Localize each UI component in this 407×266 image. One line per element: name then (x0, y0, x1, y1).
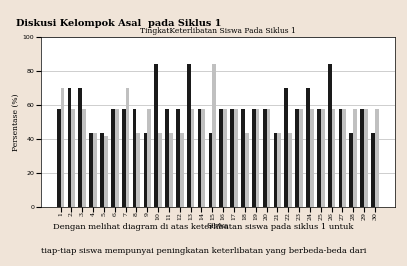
Bar (245, 132, 249, 207)
Bar (299, 109, 303, 207)
Bar (61, 88, 64, 207)
Bar (360, 109, 364, 207)
Bar (306, 88, 310, 207)
Bar (342, 109, 346, 207)
Bar (353, 109, 357, 207)
Bar (332, 109, 335, 207)
Bar (321, 109, 324, 207)
Bar (284, 88, 288, 207)
Bar (234, 109, 238, 207)
Bar (295, 109, 299, 207)
Bar (180, 132, 184, 207)
Bar (371, 132, 375, 207)
Bar (93, 132, 97, 207)
Bar (364, 109, 368, 207)
Bar (267, 109, 270, 207)
Bar (208, 132, 212, 207)
Text: Dengan melihat diagram di atas keterlibatan siswa pada siklus 1 untuk: Dengan melihat diagram di atas keterliba… (53, 223, 354, 231)
Y-axis label: Persentase (%): Persentase (%) (12, 94, 20, 151)
Bar (252, 109, 256, 207)
Bar (212, 64, 216, 207)
Bar (256, 109, 260, 207)
Bar (169, 132, 173, 207)
Bar (201, 109, 205, 207)
Bar (328, 64, 332, 207)
Bar (133, 109, 136, 207)
Bar (158, 132, 162, 207)
Bar (241, 109, 245, 207)
Bar (126, 88, 129, 207)
Bar (288, 132, 292, 207)
Bar (219, 109, 223, 207)
Bar (310, 109, 314, 207)
Bar (82, 109, 86, 207)
Bar (144, 132, 147, 207)
Bar (223, 109, 227, 207)
Bar (57, 109, 61, 207)
Title: TingkatKeterlibatan Siswa Pada Siklus 1: TingkatKeterlibatan Siswa Pada Siklus 1 (140, 27, 295, 35)
X-axis label: Siswa: Siswa (206, 222, 229, 230)
Bar (136, 132, 140, 207)
Bar (198, 109, 201, 207)
Text: Diskusi Kelompok Asal  pada Siklus 1: Diskusi Kelompok Asal pada Siklus 1 (16, 19, 222, 28)
Bar (375, 109, 379, 207)
Bar (147, 109, 151, 207)
Text: tiap-tiap siswa mempunyai peningkatan keterlibatan yang berbeda-beda dari: tiap-tiap siswa mempunyai peningkatan ke… (41, 247, 366, 255)
Bar (350, 132, 353, 207)
Bar (176, 109, 180, 207)
Bar (274, 132, 277, 207)
Bar (190, 109, 195, 207)
Bar (277, 132, 281, 207)
Bar (111, 109, 115, 207)
Bar (79, 88, 82, 207)
Bar (104, 136, 108, 207)
Bar (71, 109, 75, 207)
Bar (100, 132, 104, 207)
Bar (339, 109, 342, 207)
Bar (165, 109, 169, 207)
Bar (68, 88, 71, 207)
Bar (187, 64, 190, 207)
Bar (154, 64, 158, 207)
Bar (263, 109, 267, 207)
Bar (317, 109, 321, 207)
Bar (89, 132, 93, 207)
Bar (115, 109, 118, 207)
Bar (230, 109, 234, 207)
Bar (122, 109, 126, 207)
